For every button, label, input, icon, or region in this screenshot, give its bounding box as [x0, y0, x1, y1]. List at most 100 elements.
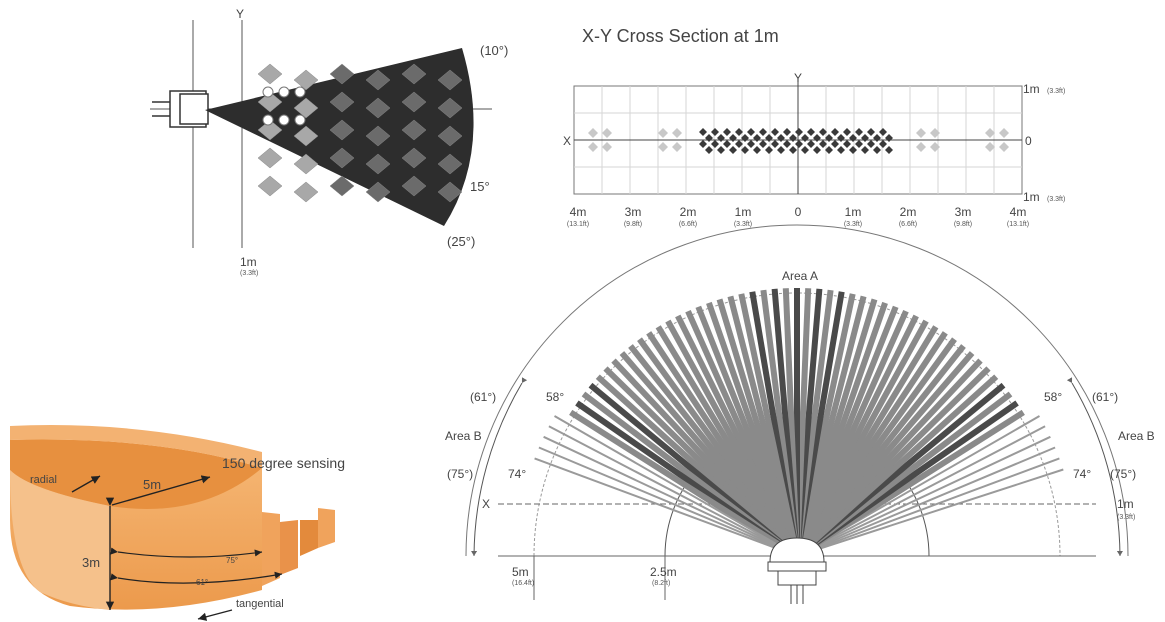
fan-sensor [767, 537, 827, 604]
axis-tick-ft-label: (6.6ft) [899, 221, 917, 228]
detection-zone [999, 128, 1009, 138]
cross-y-label: Y [794, 71, 802, 85]
detection-zone [735, 140, 743, 148]
beam-lobe [257, 147, 283, 169]
dist-5m-ft-label: (16.4ft) [512, 580, 534, 587]
detection-zone [705, 134, 713, 142]
fan-ray [796, 425, 1046, 557]
detection-zone [885, 146, 893, 154]
detection-zone [699, 128, 707, 136]
detection-zone [741, 134, 749, 142]
detection-zone [916, 142, 926, 152]
angle-61-left-label: (61°) [470, 390, 496, 404]
axis-tick-ft-label: (13.1ft) [567, 221, 589, 228]
radial-label: radial [30, 474, 57, 486]
detection-zone [855, 128, 863, 136]
beam-lobe [329, 147, 355, 169]
detection-zone [837, 146, 845, 154]
detection-zone [930, 128, 940, 138]
cross-section-diagram: X-Y Cross Section at 1m Y X 1m (3.3ft) 0… [563, 26, 1065, 228]
angle-10-label: (10°) [480, 43, 508, 58]
detection-zone [658, 128, 668, 138]
detection-zone [795, 128, 803, 136]
beam-lobe [437, 97, 463, 119]
detection-zone [699, 140, 707, 148]
detection-zone [753, 134, 761, 142]
detection-zone [819, 140, 827, 148]
dist-5m-label: 5m [512, 565, 529, 579]
fan-ray [548, 425, 798, 557]
detection-zone [861, 146, 869, 154]
angle-75-left-label: (75°) [447, 467, 473, 481]
detection-zone [711, 128, 719, 136]
beam-lobe [293, 97, 319, 119]
fan-ray [796, 435, 1051, 557]
detection-zone [765, 134, 773, 142]
detection-zone [602, 128, 612, 138]
detection-zone [795, 140, 803, 148]
detection-zone [819, 128, 827, 136]
lens-element [262, 86, 274, 98]
detection-zone [783, 140, 791, 148]
axis-tick-ft-label: (3.3ft) [734, 221, 752, 228]
detection-zone [861, 134, 869, 142]
lens-element [262, 114, 274, 126]
beam-lobe [401, 119, 427, 141]
detection-zone [765, 146, 773, 154]
axis-tick-label: 3m [955, 205, 972, 219]
angle-25-label: (25°) [447, 234, 475, 249]
beam-lobe [401, 63, 427, 85]
axis-tick-label: 2m [680, 205, 697, 219]
beam-lobe [293, 69, 319, 91]
beam-lobe [437, 153, 463, 175]
axis-tick-label: 0 [795, 205, 802, 219]
axis-tick-ft-label: (6.6ft) [679, 221, 697, 228]
side-view-diagram: Y (10°) 15° (25°) 1m (3.3ft) [150, 7, 508, 277]
beam-lobe [437, 181, 463, 203]
axis-tick-label: 1m [735, 205, 752, 219]
cross-section-title: X-Y Cross Section at 1m [582, 26, 779, 46]
beam-lobe [365, 69, 391, 91]
detection-zone [777, 134, 785, 142]
detection-zone [867, 128, 875, 136]
detection-zone [825, 146, 833, 154]
cross-x-label: X [563, 134, 571, 148]
detection-zone [837, 134, 845, 142]
height-label: 3m [82, 555, 100, 570]
dist-25m-ft-label: (8.2ft) [652, 580, 670, 587]
axis-tick-label: 4m [1010, 205, 1027, 219]
fan-right-1m-ft-label: (3.3ft) [1117, 514, 1135, 521]
axis-tick-label: 2m [900, 205, 917, 219]
detection-zone [879, 140, 887, 148]
area-b-right-label: Area B [1118, 429, 1155, 443]
detection-zone [843, 128, 851, 136]
axis-tick-label: 4m [570, 205, 587, 219]
detection-zone [741, 146, 749, 154]
detection-zone [729, 146, 737, 154]
detection-zone [807, 128, 815, 136]
detection-zone [801, 134, 809, 142]
angle-74-right-label: 74° [1073, 467, 1091, 481]
fan-ray [554, 415, 798, 557]
fan-ray [543, 435, 798, 557]
lens-element [294, 114, 306, 126]
detection-zone [807, 140, 815, 148]
sensing-volume-diagram: 150 degree sensing radial 5m 3m 75° 61° … [10, 425, 345, 621]
fan-ray [796, 468, 1064, 557]
beam-lobe [293, 153, 319, 175]
beam-lobe [293, 181, 319, 203]
beam-lobe [329, 91, 355, 113]
angle-58-left-label: 58° [546, 390, 564, 404]
angle-58-right-label: 58° [1044, 390, 1062, 404]
detection-zone [831, 128, 839, 136]
angle-15-label: 15° [470, 179, 490, 194]
lens-element [294, 86, 306, 98]
fan-x-label: X [482, 497, 490, 511]
detection-zone [735, 128, 743, 136]
detection-zone [783, 128, 791, 136]
angle-61-right-label: (61°) [1092, 390, 1118, 404]
lens-element [278, 86, 290, 98]
detection-zone [885, 134, 893, 142]
detection-zone [825, 134, 833, 142]
detection-zone [723, 140, 731, 148]
